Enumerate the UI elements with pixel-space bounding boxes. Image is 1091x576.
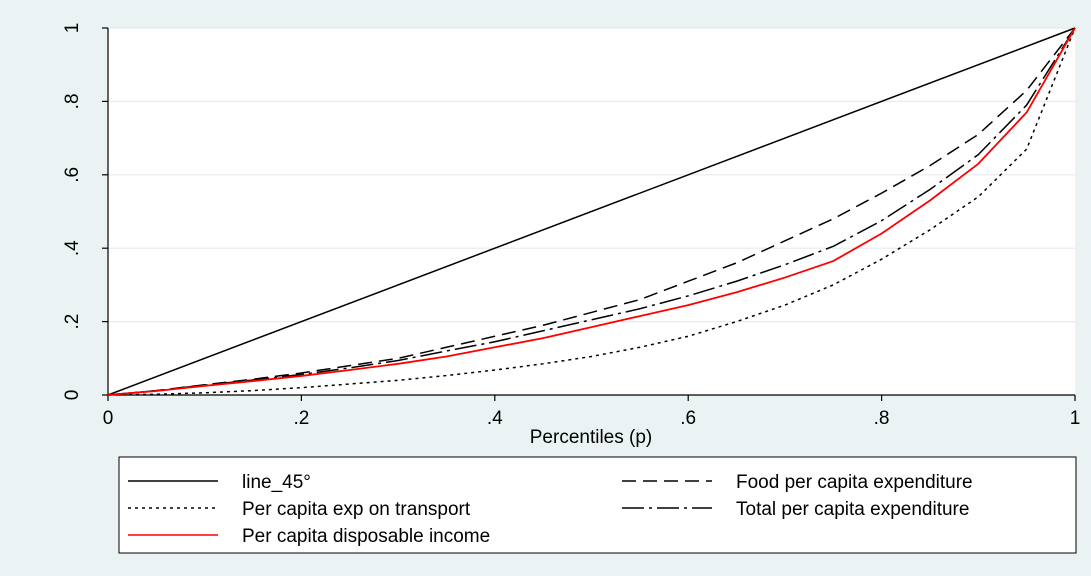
legend-box <box>118 456 1077 554</box>
y-axis-ticks: 0 .2 .4 .6 .8 1 <box>62 23 108 401</box>
x-tick-label-0: 0 <box>103 408 114 429</box>
y-tick-label-1: .2 <box>62 314 83 330</box>
x-tick-label-2: .4 <box>487 408 503 429</box>
y-tick-label-4: .8 <box>62 93 83 109</box>
series-lines <box>107 27 1076 396</box>
legend-item-4: Per capita disposable income <box>128 526 490 547</box>
series-line-4 <box>107 27 1076 396</box>
x-tick-label-1: .2 <box>293 408 309 429</box>
y-tick-label-0: 0 <box>62 390 83 401</box>
series-line-0 <box>107 27 1076 396</box>
series-line-1 <box>107 27 1076 396</box>
x-axis-title: Percentiles (p) <box>530 427 653 448</box>
y-tick-label-2: .4 <box>62 240 83 256</box>
series-line-2 <box>107 27 1076 396</box>
legend-label-2: Per capita exp on transport <box>242 499 471 520</box>
axes <box>107 28 1075 396</box>
legend-label-4: Per capita disposable income <box>242 526 490 547</box>
x-tick-label-5: 1 <box>1070 408 1081 429</box>
x-axis-ticks: 0 .2 .4 .6 .8 1 <box>103 395 1081 429</box>
legend-label-3: Total per capita expenditure <box>736 499 969 520</box>
y-tick-label-3: .6 <box>62 167 83 183</box>
legend-item-1: Food per capita expenditure <box>622 472 973 493</box>
x-tick-label-3: .6 <box>680 408 696 429</box>
legend-label-1: Food per capita expenditure <box>736 472 973 493</box>
legend-item-2: Per capita exp on transport <box>128 499 471 520</box>
legend: line_45° Food per capita expenditure Per c… <box>118 456 1077 554</box>
legend-label-0: line_45° <box>242 472 311 493</box>
legend-item-3: Total per capita expenditure <box>622 499 969 520</box>
y-tick-label-5: 1 <box>62 23 83 34</box>
legend-item-0: line_45° <box>128 472 311 493</box>
x-tick-label-4: .8 <box>874 408 890 429</box>
